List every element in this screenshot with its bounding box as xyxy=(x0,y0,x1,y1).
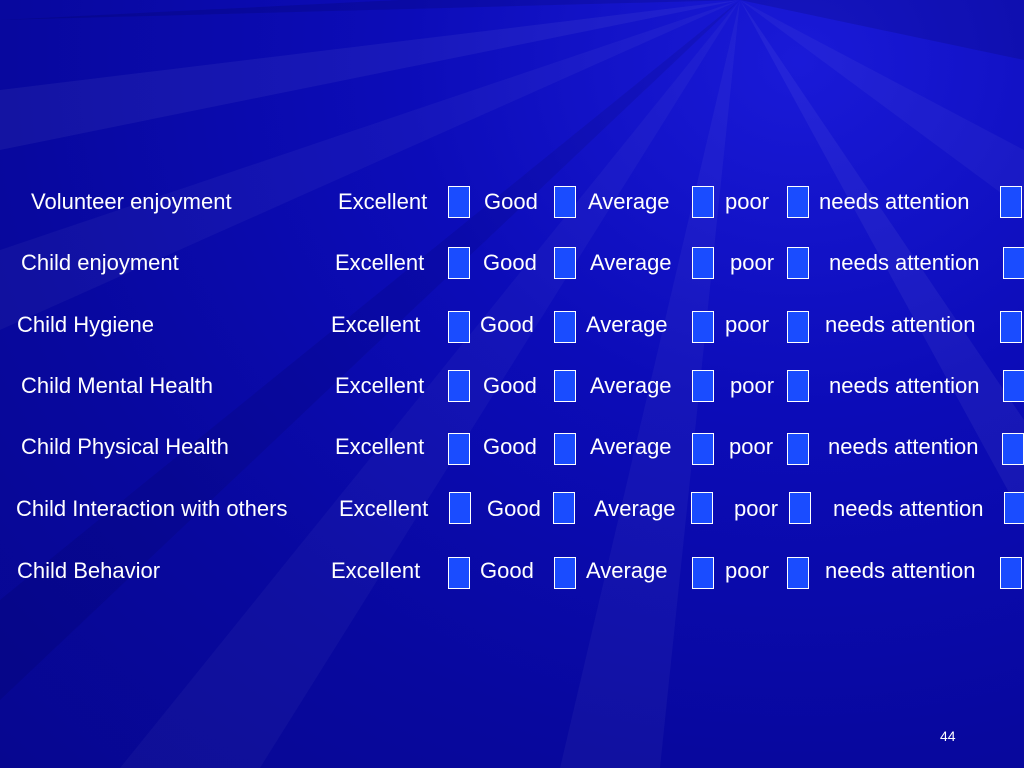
row-label: Volunteer enjoyment xyxy=(31,189,232,214)
option-good-label: Good xyxy=(483,373,537,398)
checkbox-poor[interactable] xyxy=(787,311,809,343)
option-poor-label: poor xyxy=(730,250,775,275)
option-average-label: Average xyxy=(590,373,672,398)
option-average-label: Average xyxy=(588,189,670,214)
option-average-label: Average xyxy=(594,496,676,521)
checkbox-poor[interactable] xyxy=(787,186,809,218)
rating-row-child-physical-health: Child Physical Health Excellent Good Ave… xyxy=(0,431,1024,471)
checkbox-good[interactable] xyxy=(553,492,575,524)
option-excellent-label: Excellent xyxy=(331,312,421,337)
rating-row-child-enjoyment: Child enjoyment Excellent Good Average p… xyxy=(0,247,1024,287)
rating-row-volunteer-enjoyment: Volunteer enjoyment Excellent Good Avera… xyxy=(0,186,1024,226)
checkbox-needs-attention[interactable] xyxy=(1002,433,1024,465)
option-needs-attention-label: needs attention xyxy=(833,496,984,521)
checkbox-good[interactable] xyxy=(554,311,576,343)
option-needs-attention-label: needs attention xyxy=(829,373,980,398)
rating-row-child-interaction-with-others: Child Interaction with others Excellent … xyxy=(0,492,1024,532)
checkbox-good[interactable] xyxy=(554,557,576,589)
page-number: 44 xyxy=(940,728,956,744)
option-poor-label: poor xyxy=(725,312,770,337)
checkbox-good[interactable] xyxy=(554,186,576,218)
option-poor-label: poor xyxy=(725,558,770,583)
option-excellent-label: Excellent xyxy=(335,434,425,459)
row-label: Child Behavior xyxy=(17,558,161,583)
checkbox-good[interactable] xyxy=(554,433,576,465)
checkbox-needs-attention[interactable] xyxy=(1000,186,1022,218)
checkbox-excellent[interactable] xyxy=(448,247,470,279)
checkbox-average[interactable] xyxy=(692,311,714,343)
option-poor-label: poor xyxy=(730,373,775,398)
checkbox-excellent[interactable] xyxy=(448,557,470,589)
checkbox-average[interactable] xyxy=(692,557,714,589)
option-excellent-label: Excellent xyxy=(335,250,425,275)
option-needs-attention-label: needs attention xyxy=(829,250,980,275)
checkbox-poor[interactable] xyxy=(789,492,811,524)
checkbox-poor[interactable] xyxy=(787,557,809,589)
option-excellent-label: Excellent xyxy=(331,558,421,583)
checkbox-good[interactable] xyxy=(554,370,576,402)
option-good-label: Good xyxy=(484,189,538,214)
option-poor-label: poor xyxy=(729,434,774,459)
checkbox-average[interactable] xyxy=(692,370,714,402)
row-label: Child enjoyment xyxy=(21,250,179,275)
option-average-label: Average xyxy=(590,250,672,275)
option-excellent-label: Excellent xyxy=(335,373,425,398)
option-good-label: Good xyxy=(487,496,541,521)
checkbox-poor[interactable] xyxy=(787,433,809,465)
option-needs-attention-label: needs attention xyxy=(819,189,970,214)
option-excellent-label: Excellent xyxy=(339,496,429,521)
option-good-label: Good xyxy=(480,558,534,583)
option-average-label: Average xyxy=(586,312,668,337)
rating-row-child-hygiene: Child Hygiene Excellent Good Average poo… xyxy=(0,309,1024,349)
checkbox-needs-attention[interactable] xyxy=(1000,557,1022,589)
option-average-label: Average xyxy=(590,434,672,459)
option-excellent-label: Excellent xyxy=(338,189,428,214)
checkbox-excellent[interactable] xyxy=(449,492,471,524)
checkbox-average[interactable] xyxy=(692,247,714,279)
checkbox-excellent[interactable] xyxy=(448,433,470,465)
option-good-label: Good xyxy=(483,434,537,459)
checkbox-excellent[interactable] xyxy=(448,311,470,343)
checkbox-average[interactable] xyxy=(692,433,714,465)
row-label: Child Interaction with others xyxy=(16,496,288,521)
checkbox-poor[interactable] xyxy=(787,247,809,279)
checkbox-needs-attention[interactable] xyxy=(1000,311,1022,343)
rating-row-child-mental-health: Child Mental Health Excellent Good Avera… xyxy=(0,370,1024,410)
row-label: Child Mental Health xyxy=(21,373,213,398)
option-needs-attention-label: needs attention xyxy=(825,558,976,583)
row-label: Child Hygiene xyxy=(17,312,154,337)
checkbox-poor[interactable] xyxy=(787,370,809,402)
checkbox-excellent[interactable] xyxy=(448,370,470,402)
checkbox-good[interactable] xyxy=(554,247,576,279)
rating-row-child-behavior: Child Behavior Excellent Good Average po… xyxy=(0,555,1024,595)
option-average-label: Average xyxy=(586,558,668,583)
option-poor-label: poor xyxy=(734,496,779,521)
option-needs-attention-label: needs attention xyxy=(825,312,976,337)
option-good-label: Good xyxy=(480,312,534,337)
checkbox-needs-attention[interactable] xyxy=(1004,492,1024,524)
row-label: Child Physical Health xyxy=(21,434,229,459)
option-needs-attention-label: needs attention xyxy=(828,434,979,459)
option-good-label: Good xyxy=(483,250,537,275)
checkbox-average[interactable] xyxy=(692,186,714,218)
option-poor-label: poor xyxy=(725,189,770,214)
checkbox-excellent[interactable] xyxy=(448,186,470,218)
checkbox-needs-attention[interactable] xyxy=(1003,247,1024,279)
checkbox-needs-attention[interactable] xyxy=(1003,370,1024,402)
checkbox-average[interactable] xyxy=(691,492,713,524)
